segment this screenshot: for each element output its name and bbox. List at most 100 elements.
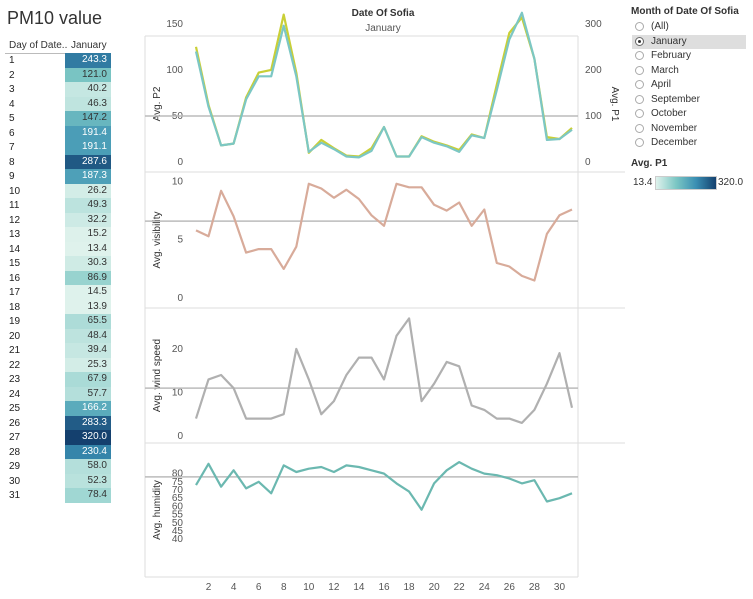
y-tick-label: 0: [177, 157, 183, 168]
series-line: [194, 317, 574, 424]
table-row[interactable]: 22 25.3: [7, 357, 111, 372]
month-option-label: October: [651, 108, 687, 119]
radio-icon[interactable]: [635, 36, 644, 46]
pm10-cell: 48.4: [65, 328, 111, 343]
pm10-cell: 121.0: [65, 67, 111, 82]
pm10-cell: 40.2: [65, 82, 111, 97]
month-option[interactable]: (All): [632, 20, 746, 34]
pm10-cell: 30.3: [65, 256, 111, 271]
filter-title: Month of Date Of Sofia: [631, 6, 739, 17]
month-option[interactable]: December: [632, 136, 746, 150]
table-row[interactable]: 12 32.2: [7, 212, 111, 227]
radio-icon[interactable]: [635, 109, 644, 118]
month-option[interactable]: March: [632, 64, 746, 78]
table-row[interactable]: 28 230.4: [7, 444, 111, 459]
table-row[interactable]: 15 30.3: [7, 256, 111, 271]
table-row[interactable]: 10 26.2: [7, 183, 111, 198]
day-cell: 22: [9, 359, 21, 371]
color-legend-max: 320.0: [718, 177, 744, 188]
table-row[interactable]: 23 67.9: [7, 372, 111, 387]
table-row[interactable]: 8 287.6: [7, 154, 111, 169]
x-tick-label: 22: [454, 582, 466, 593]
y-tick-label: 0: [177, 431, 183, 442]
radio-icon[interactable]: [635, 22, 644, 31]
table-row[interactable]: 26 283.3: [7, 415, 111, 430]
y-tick-label: 75: [172, 477, 184, 488]
radio-icon[interactable]: [635, 138, 644, 147]
x-tick-label: 18: [404, 582, 416, 593]
pm10-cell: 191.1: [65, 140, 111, 155]
y-tick-label: 10: [172, 387, 184, 398]
pm10-cell: 57.7: [65, 386, 111, 401]
color-legend-gradient: [655, 176, 717, 190]
pm10-cell: 32.2: [65, 212, 111, 227]
color-legend-min: 13.4: [633, 177, 653, 188]
pm10-cell: 243.3: [65, 53, 111, 68]
y-tick-label: 80: [172, 469, 184, 480]
month-option[interactable]: January: [632, 34, 746, 49]
x-tick-label: 30: [554, 582, 566, 593]
table-row[interactable]: 13 15.2: [7, 227, 111, 242]
table-row[interactable]: 20 48.4: [7, 328, 111, 343]
pm10-cell: 15.2: [65, 227, 111, 242]
day-cell: 14: [9, 243, 21, 255]
table-row[interactable]: 2 121.0: [7, 67, 111, 82]
x-tick-label: 16: [378, 582, 390, 593]
table-row[interactable]: 17 14.5: [7, 285, 111, 300]
day-cell: 9: [9, 171, 15, 182]
series-line: [195, 182, 573, 282]
table-row[interactable]: 9 187.3: [7, 169, 111, 184]
month-option-label: December: [651, 137, 698, 148]
y-tick-label: 45: [172, 526, 184, 537]
day-cell: 24: [9, 388, 21, 400]
day-cell: 28: [9, 446, 21, 458]
pm10-cell: 49.3: [65, 198, 111, 213]
table-row[interactable]: 21 39.4: [7, 343, 111, 358]
y-tick-label: 20: [172, 344, 184, 355]
table-divider: [5, 53, 111, 54]
table-row[interactable]: 29 58.0: [7, 459, 111, 474]
pm10-cell: 52.3: [65, 473, 111, 488]
table-row[interactable]: 11 49.3: [7, 198, 111, 213]
y-tick-label: 5: [177, 235, 183, 246]
table-row[interactable]: 24 57.7: [7, 386, 111, 401]
y-tick-label: 100: [166, 65, 183, 76]
table-row[interactable]: 30 52.3: [7, 473, 111, 488]
table-row[interactable]: 7 191.1: [7, 140, 111, 155]
pm10-cell: 25.3: [65, 357, 111, 372]
table-row[interactable]: 27 320.0: [7, 430, 111, 445]
table-row[interactable]: 16 86.9: [7, 270, 111, 285]
radio-icon[interactable]: [635, 80, 644, 89]
month-column-header[interactable]: January: [71, 40, 107, 51]
table-row[interactable]: 4 46.3: [7, 96, 111, 111]
radio-icon[interactable]: [635, 65, 644, 75]
day-cell: 2: [9, 69, 15, 81]
table-row[interactable]: 18 13.9: [7, 299, 111, 314]
table-row[interactable]: 14 13.4: [7, 241, 111, 256]
day-cell: 15: [9, 258, 21, 269]
table-row[interactable]: 31 78.4: [7, 488, 111, 503]
day-cell: 18: [9, 301, 21, 313]
month-option[interactable]: April: [632, 78, 746, 92]
y-tick-label: 55: [172, 510, 184, 521]
table-row[interactable]: 6 191.4: [7, 125, 111, 140]
month-option[interactable]: September: [632, 93, 746, 107]
pm10-cell: 39.4: [65, 343, 111, 358]
table-row[interactable]: 25 166.2: [7, 401, 111, 416]
y-tick-label: 40: [172, 534, 184, 545]
month-option[interactable]: February: [632, 49, 746, 63]
table-row[interactable]: 19 65.5: [7, 314, 111, 329]
radio-icon[interactable]: [635, 94, 644, 104]
pm10-cell: 58.0: [65, 459, 111, 474]
radio-icon[interactable]: [635, 51, 644, 60]
month-option[interactable]: November: [632, 122, 746, 136]
y-axis-label: Avg. P2: [152, 86, 163, 121]
table-row[interactable]: 3 40.2: [7, 82, 111, 97]
table-row[interactable]: 1 243.3: [7, 53, 111, 68]
x-tick-label: 4: [231, 582, 237, 593]
day-column-header[interactable]: Day of Date..: [9, 40, 68, 51]
month-option[interactable]: October: [632, 107, 746, 121]
radio-icon[interactable]: [635, 123, 644, 133]
pm10-cell: 67.9: [65, 372, 111, 387]
table-row[interactable]: 5 147.2: [7, 111, 111, 126]
